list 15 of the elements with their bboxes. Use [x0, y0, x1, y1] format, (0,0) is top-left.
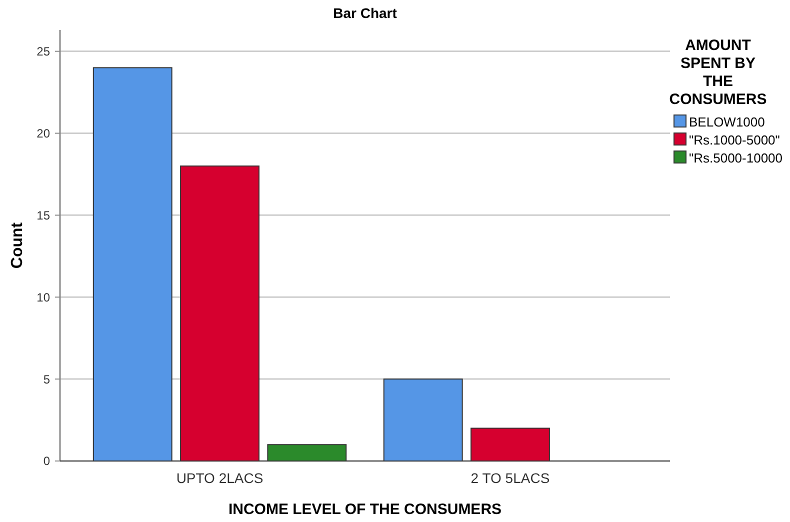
- x-axis-title: INCOME LEVEL OF THE CONSUMERS: [228, 501, 502, 518]
- y-tick-label: 15: [36, 208, 50, 222]
- y-axis-title: Count: [9, 222, 26, 269]
- legend-title: AMOUNT SPENT BY THE CONSUMERS: [669, 37, 767, 108]
- y-tick-label: 5: [43, 372, 50, 386]
- y-tick-label: 10: [36, 290, 50, 304]
- x-tick-label: UPTO 2LACS: [176, 470, 264, 486]
- legend-label: "Rs.1000-5000": [689, 132, 780, 148]
- y-tick-label: 20: [36, 126, 50, 140]
- x-tick-label: 2 TO 5LACS: [470, 470, 550, 486]
- legend-label: "Rs.5000-10000: [689, 150, 783, 166]
- legend-label: BELOW1000: [689, 114, 765, 130]
- y-tick-label: 25: [36, 44, 50, 59]
- y-tick-label: 0: [43, 454, 50, 468]
- chart-title: Bar Chart: [333, 5, 398, 21]
